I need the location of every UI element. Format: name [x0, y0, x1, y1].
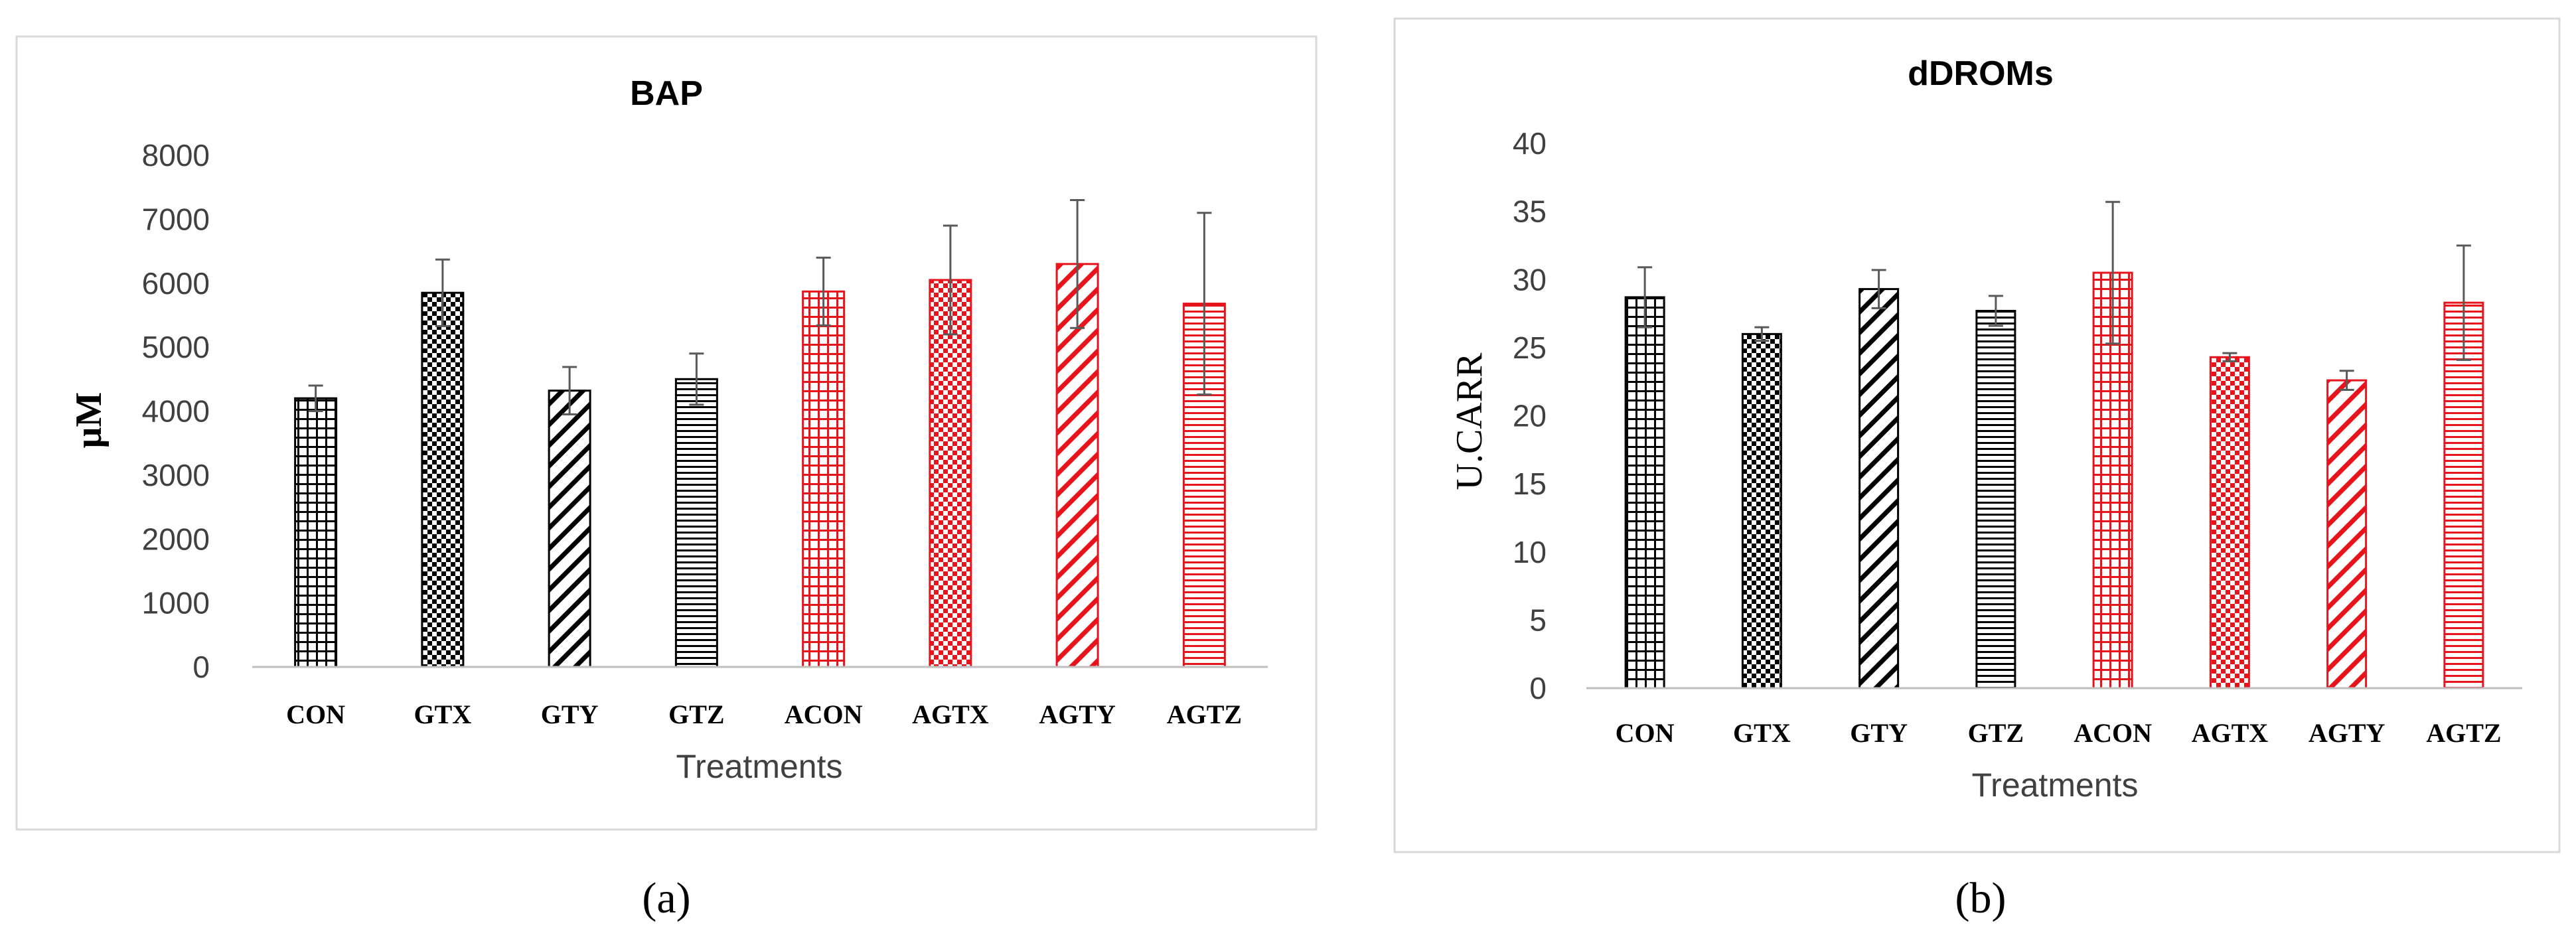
y-tick-label: 30: [1513, 262, 1547, 297]
x-tick-label: AGTZ: [1167, 699, 1242, 729]
y-tick-label: 6000: [142, 266, 210, 301]
bar-gtz: [674, 378, 718, 668]
x-tick-label: CON: [286, 699, 345, 729]
y-tick-label: 25: [1513, 330, 1547, 365]
error-bar-agtz: [2456, 244, 2471, 361]
y-tick-label: 0: [1529, 671, 1547, 705]
error-bar-gtx: [435, 258, 450, 327]
panel-label-a: (a): [642, 874, 690, 922]
error-bar-agtx: [943, 224, 958, 336]
error-bar-agtz: [1197, 212, 1212, 396]
y-tick-label: 5000: [142, 330, 210, 364]
x-tick-labels: CON GTX GTY GTZ ACON AGTX AGTY AGTZ: [1616, 718, 2502, 748]
chart-title: BAP: [630, 74, 703, 113]
chart-panel-ddroms: dDROMs U.CARR Treatments 0 5 10 15 20 25 30 35 4…: [1393, 17, 2561, 853]
x-tick-label: AGTY: [1039, 699, 1116, 729]
x-tick-label: ACON: [785, 699, 863, 729]
x-tick-label: GTY: [1850, 718, 1908, 748]
y-tick-label: 2000: [142, 522, 210, 556]
bar-gty: [548, 390, 591, 668]
y-tick-label: 40: [1513, 126, 1547, 161]
x-tick-label: AGTX: [912, 699, 989, 729]
error-bars: [308, 198, 1212, 415]
y-tick-label: 20: [1513, 399, 1547, 433]
y-tick-label: 4000: [142, 394, 210, 429]
chart-title: dDROMs: [1908, 54, 2054, 93]
x-tick-labels: CON GTX GTY GTZ ACON AGTX AGTY AGTZ: [286, 699, 1242, 729]
x-tick-label: AGTX: [2192, 718, 2269, 748]
chart-panel-bap: BAP μM Treatments 0 1000 2000 3000 4000 5000 6…: [15, 35, 1318, 831]
bar-agtx: [2209, 356, 2250, 689]
error-bar-gtz: [1988, 295, 2003, 327]
y-tick-label: 3000: [142, 458, 210, 492]
y-tick-label: 1000: [142, 586, 210, 620]
bar-con: [1624, 296, 1665, 689]
bar-agty: [2326, 379, 2368, 689]
y-tick-label: 5: [1529, 603, 1547, 637]
error-bar-agty: [1070, 198, 1085, 329]
x-tick-label: GTX: [1733, 718, 1791, 748]
bar-agtx: [929, 279, 972, 668]
y-tick-label: 10: [1513, 535, 1547, 569]
y-tick-labels: 0 5 10 15 20 25 30 35 40: [1513, 126, 1547, 705]
x-axis-label: Treatments: [676, 748, 842, 785]
x-tick-label: AGTY: [2309, 718, 2386, 748]
error-bar-agty: [2339, 370, 2354, 392]
y-axis-label: μM: [68, 392, 110, 449]
y-tick-label: 0: [192, 650, 210, 684]
error-bar-gtx: [1754, 326, 1770, 342]
x-tick-label: AGTZ: [2426, 718, 2501, 748]
y-axis-label: U.CARR: [1449, 352, 1490, 490]
error-bar-acon: [2105, 200, 2121, 345]
y-tick-label: 15: [1513, 467, 1547, 501]
error-bar-con: [308, 384, 323, 412]
bar-gtx: [421, 291, 465, 668]
error-bar-gty: [1871, 269, 1886, 309]
y-tick-label: 7000: [142, 202, 210, 236]
bar-gty: [1858, 288, 1900, 689]
bar-gtx: [1741, 332, 1782, 689]
y-tick-label: 8000: [142, 138, 210, 173]
error-bar-gty: [562, 366, 577, 415]
y-tick-labels: 0 1000 2000 3000 4000 5000 6000 7000 8000: [142, 138, 210, 684]
error-bars: [1637, 200, 2471, 392]
chart-frame: [15, 35, 1318, 831]
bar-acon: [802, 290, 846, 668]
y-tick-label: 35: [1513, 194, 1547, 229]
x-tick-label: GTY: [541, 699, 599, 729]
error-bar-acon: [816, 256, 831, 326]
x-tick-label: ACON: [2074, 718, 2152, 748]
x-tick-label: GTZ: [1968, 718, 2024, 748]
bar-gtz: [1975, 309, 2016, 689]
error-bar-con: [1637, 266, 1653, 328]
x-axis-label: Treatments: [1971, 766, 2138, 804]
x-tick-label: CON: [1616, 718, 1675, 748]
x-tick-label: GTZ: [668, 699, 724, 729]
error-bar-agtx: [2222, 352, 2237, 362]
error-bar-gtz: [689, 352, 704, 406]
panel-label-b: (b): [1955, 874, 2007, 922]
x-tick-label: GTX: [414, 699, 472, 729]
bar-con: [294, 397, 338, 668]
